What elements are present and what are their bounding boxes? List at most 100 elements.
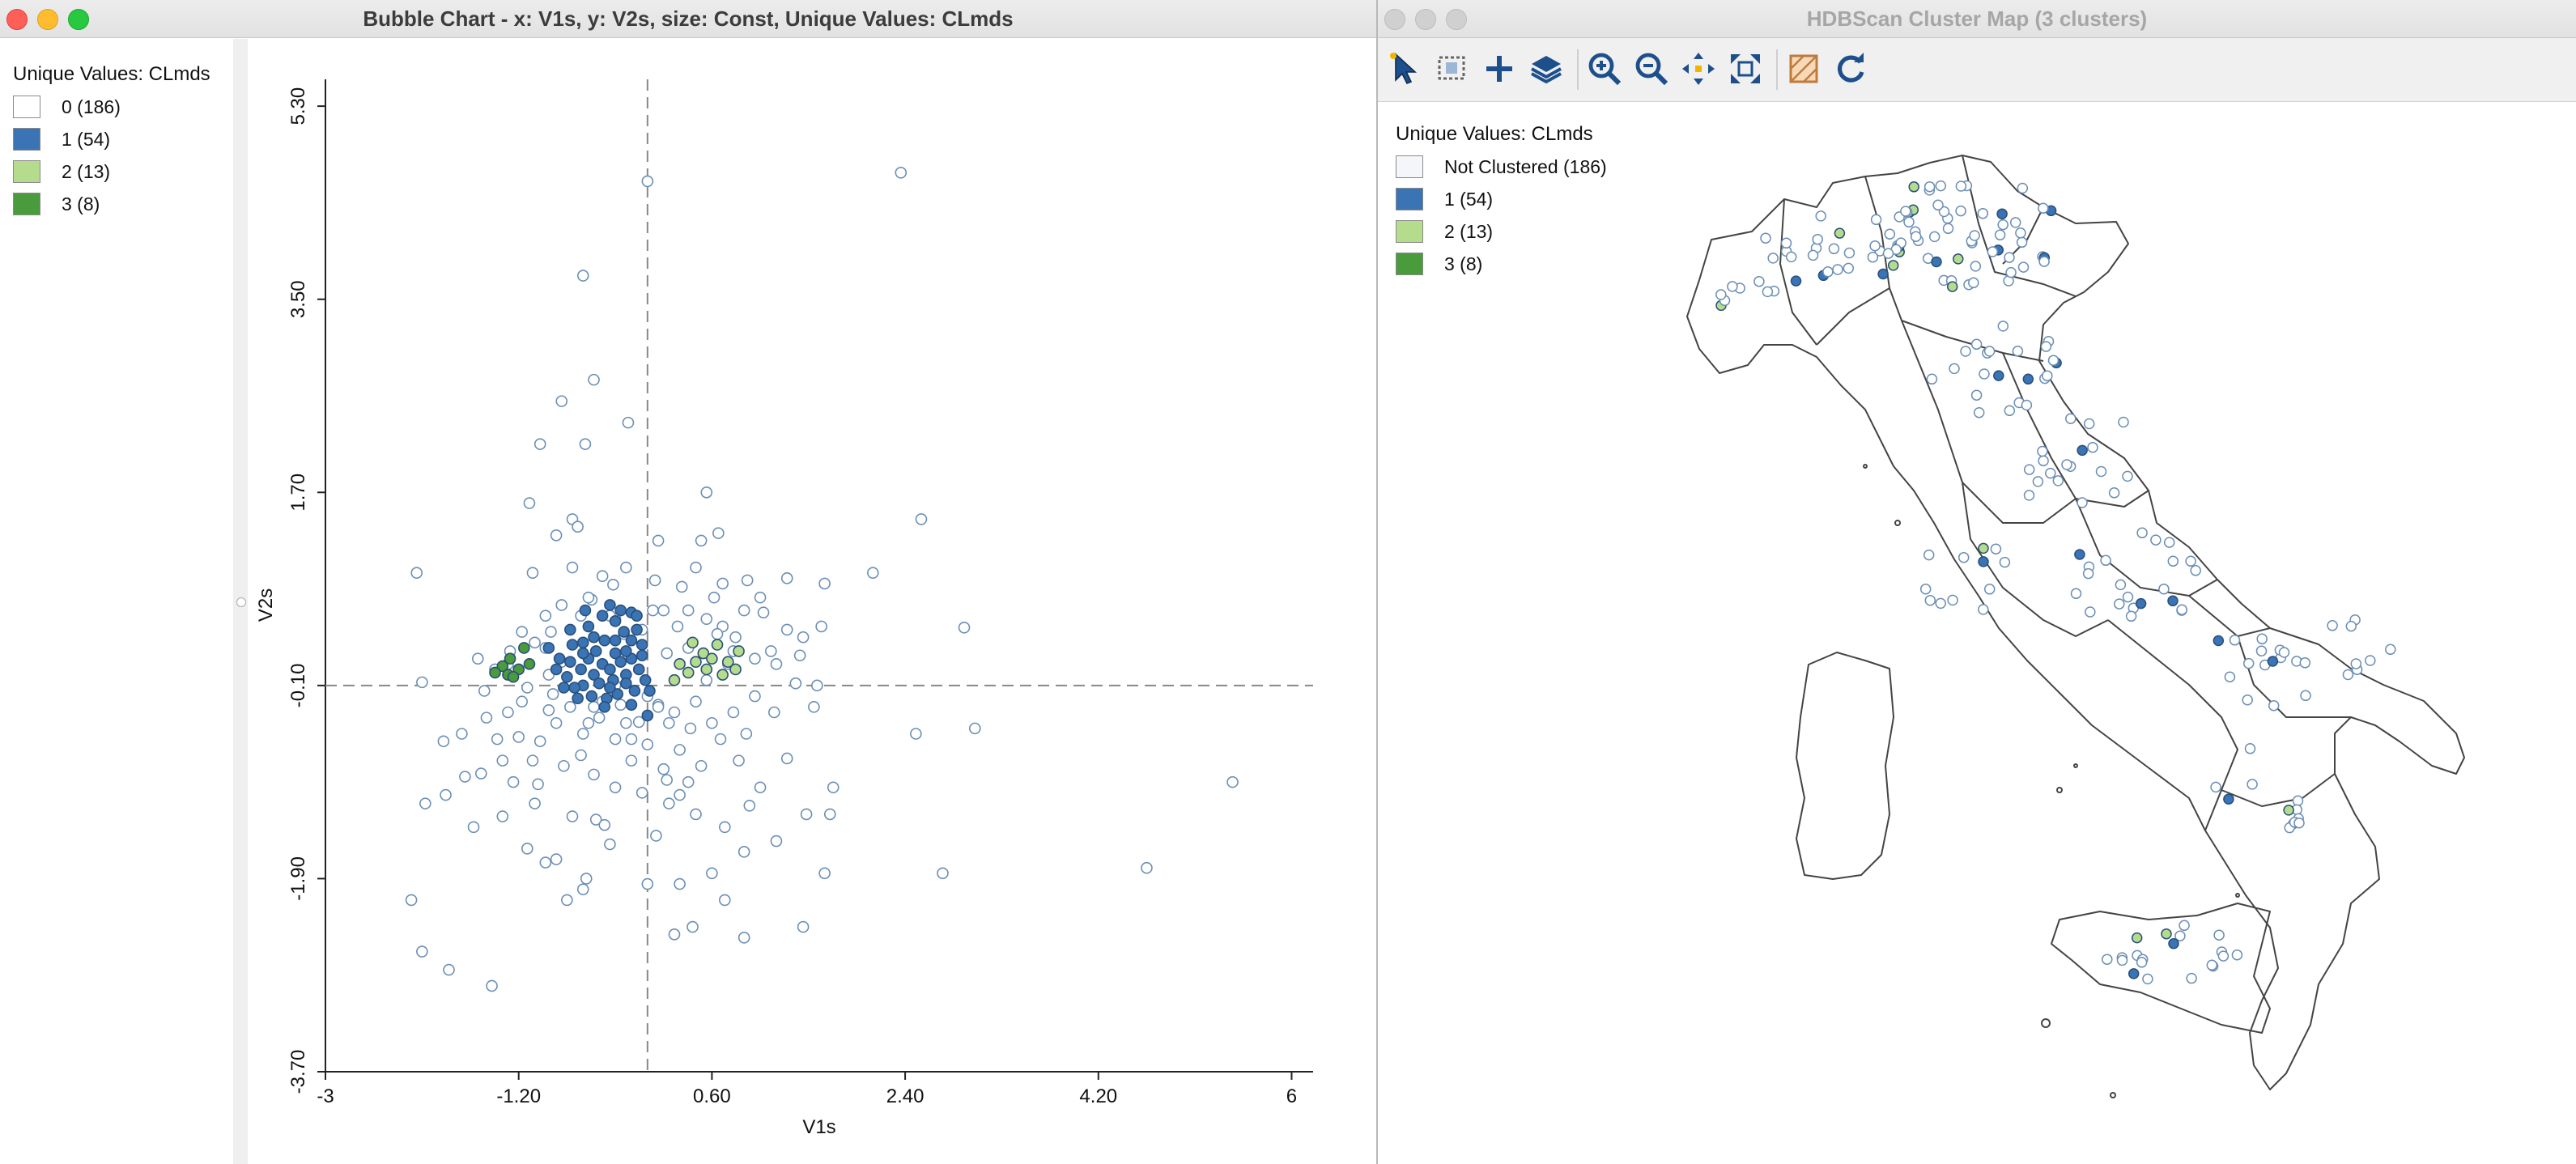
y-tick-label: -0.10 — [287, 664, 309, 708]
scatter-point-cluster-0 — [523, 497, 536, 509]
scatter-point-cluster-0 — [564, 701, 576, 713]
scatter-point-cluster-1 — [576, 647, 589, 660]
scatter-point-cluster-0 — [456, 728, 468, 740]
scatter-point-cluster-0 — [808, 701, 820, 713]
close-window-button[interactable] — [6, 9, 28, 30]
bubble-chart-titlebar[interactable]: Bubble Chart - x: V1s, y: V2s, size: Con… — [0, 0, 1376, 38]
map-location-point — [1932, 199, 1944, 211]
scatter-point-cluster-0 — [533, 438, 546, 450]
scatter-point-cluster-0 — [491, 733, 504, 746]
scatter-point-cluster-0 — [675, 580, 688, 593]
legend-swatch — [13, 96, 40, 118]
scatter-point-cluster-0 — [711, 627, 724, 640]
legend-label: 3 (8) — [1444, 253, 1483, 274]
scatter-point-cluster-0 — [550, 529, 563, 542]
scatter-point-cluster-2 — [674, 658, 686, 670]
scatter-point-cluster-1 — [566, 639, 579, 651]
map-location-point — [2229, 635, 2241, 646]
map-location-point — [1947, 594, 1958, 606]
legend-item-cluster-2[interactable]: 2 (13) — [13, 160, 223, 185]
map-location-point — [2045, 467, 2056, 479]
scatter-point-cluster-0 — [416, 676, 428, 689]
scatter-point-cluster-0 — [437, 735, 450, 748]
map-location-point — [1870, 214, 1882, 226]
map-location-point — [2070, 588, 2082, 600]
minimize-window-button[interactable] — [1415, 9, 1436, 30]
scatter-point-cluster-0 — [550, 716, 563, 729]
map-location-point — [1953, 253, 1964, 265]
scatter-point-cluster-1 — [609, 634, 622, 647]
x-tick-label: 6 — [1286, 1085, 1297, 1107]
full-extent-icon[interactable] — [1726, 49, 1765, 88]
map-location-point — [2247, 779, 2258, 790]
scatter-point-cluster-0 — [533, 735, 546, 748]
scatter-point-cluster-0 — [582, 716, 595, 729]
scatter-point-cluster-0 — [738, 604, 750, 617]
scatter-point-cluster-0 — [507, 775, 520, 788]
scatter-point-cluster-0 — [714, 733, 727, 746]
map-location-point — [2136, 957, 2148, 968]
add-crosshair-icon[interactable] — [1480, 49, 1519, 88]
cluster-map-titlebar[interactable]: HDBScan Cluster Map (3 clusters) — [1378, 0, 2576, 38]
legend-item-not-clustered[interactable]: Not Clustered (186) — [1396, 155, 1618, 180]
map-location-point — [2213, 635, 2225, 647]
scatter-point-cluster-0 — [706, 867, 718, 880]
scatter-point-cluster-0 — [410, 567, 423, 579]
scatter-point-cluster-1 — [609, 615, 622, 627]
scatter-point-cluster-0 — [566, 561, 579, 574]
scatter-point-cluster-0 — [472, 652, 484, 665]
zoom-window-button[interactable] — [1446, 9, 1467, 30]
map-location-point — [2217, 950, 2230, 962]
refresh-icon[interactable] — [1831, 49, 1870, 88]
legend-item-cluster-3[interactable]: 3 (8) — [1396, 253, 1618, 277]
selection-shape-icon[interactable] — [1433, 49, 1472, 88]
map-location-point — [2083, 418, 2095, 430]
map-location-point — [1990, 543, 2002, 554]
splitter-handle[interactable] — [236, 597, 246, 607]
layers-icon[interactable] — [1527, 49, 1566, 88]
scatter-point-cluster-0 — [579, 438, 592, 450]
scatter-point-cluster-0 — [1141, 861, 1153, 874]
scatter-point-cluster-0 — [661, 647, 673, 660]
scatter-point-cluster-0 — [502, 706, 514, 719]
scatter-point-cluster-0 — [558, 759, 570, 772]
island-outline — [2041, 1018, 2051, 1028]
scatter-point-cluster-1 — [625, 634, 638, 647]
basemap-icon[interactable] — [1784, 49, 1823, 88]
legend-item-cluster-3[interactable]: 3 (8) — [13, 193, 223, 217]
scatter-point-cluster-0 — [690, 808, 702, 821]
legend-label: 1 (54) — [1444, 189, 1494, 210]
legend-item-cluster-1[interactable]: 1 (54) — [13, 128, 223, 152]
scatter-point-cluster-1 — [604, 663, 616, 676]
legend-item-cluster-0[interactable]: 0 (186) — [13, 96, 223, 120]
map-location-point — [2176, 604, 2187, 615]
minimize-window-button[interactable] — [37, 9, 58, 30]
y-tick-label: -3.70 — [287, 1050, 309, 1094]
bubble-chart-plot[interactable]: -3 -1.20 0.60 2.40 4.20 6 -3.70 -1.90 -0.10 1.70 3… — [248, 39, 1375, 1164]
legend-item-cluster-1[interactable]: 1 (54) — [1396, 188, 1618, 212]
scatter-point-cluster-1 — [542, 642, 555, 654]
map-canvas[interactable] — [1622, 102, 2576, 1164]
zoom-window-button[interactable] — [68, 9, 89, 30]
legend-item-cluster-2[interactable]: 2 (13) — [1396, 220, 1618, 244]
scatter-point-cluster-0 — [521, 682, 533, 694]
scatter-point-cluster-1 — [575, 663, 587, 676]
map-location-point — [1970, 338, 1983, 350]
scatter-point-cluster-0 — [729, 631, 742, 644]
zoom-out-icon[interactable] — [1632, 49, 1671, 88]
close-window-button[interactable] — [1384, 9, 1405, 30]
scatter-point-cluster-0 — [682, 604, 695, 617]
chart-axes: -3 -1.20 0.60 2.40 4.20 6 -3.70 -1.90 -0.10 1.70 3… — [255, 79, 1313, 1138]
scatter-point-cluster-1 — [572, 692, 584, 705]
map-location-point — [2023, 490, 2035, 501]
map-location-point — [2005, 266, 2017, 278]
scatter-point-cluster-0 — [607, 578, 619, 591]
island-outline — [2056, 787, 2063, 793]
scatter-point-cluster-2 — [716, 669, 729, 681]
scatter-point-cluster-0 — [700, 486, 713, 499]
select-pointer-icon[interactable] — [1386, 49, 1425, 88]
scatter-point-cluster-0 — [596, 570, 609, 582]
legend-title: Unique Values: CLmds — [1396, 123, 1593, 145]
pan-icon[interactable] — [1679, 49, 1718, 88]
zoom-in-icon[interactable] — [1585, 49, 1624, 88]
